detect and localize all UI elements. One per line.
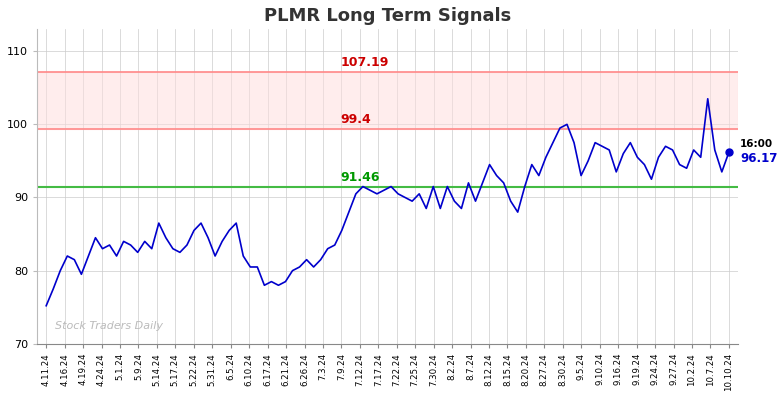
Text: Stock Traders Daily: Stock Traders Daily [56,321,163,331]
Text: 16:00: 16:00 [740,139,773,148]
Text: 107.19: 107.19 [341,56,389,69]
Text: 91.46: 91.46 [341,171,380,184]
Text: 96.17: 96.17 [740,152,777,165]
Text: 99.4: 99.4 [341,113,372,126]
Bar [37,72,738,129]
Title: PLMR Long Term Signals: PLMR Long Term Signals [264,7,511,25]
